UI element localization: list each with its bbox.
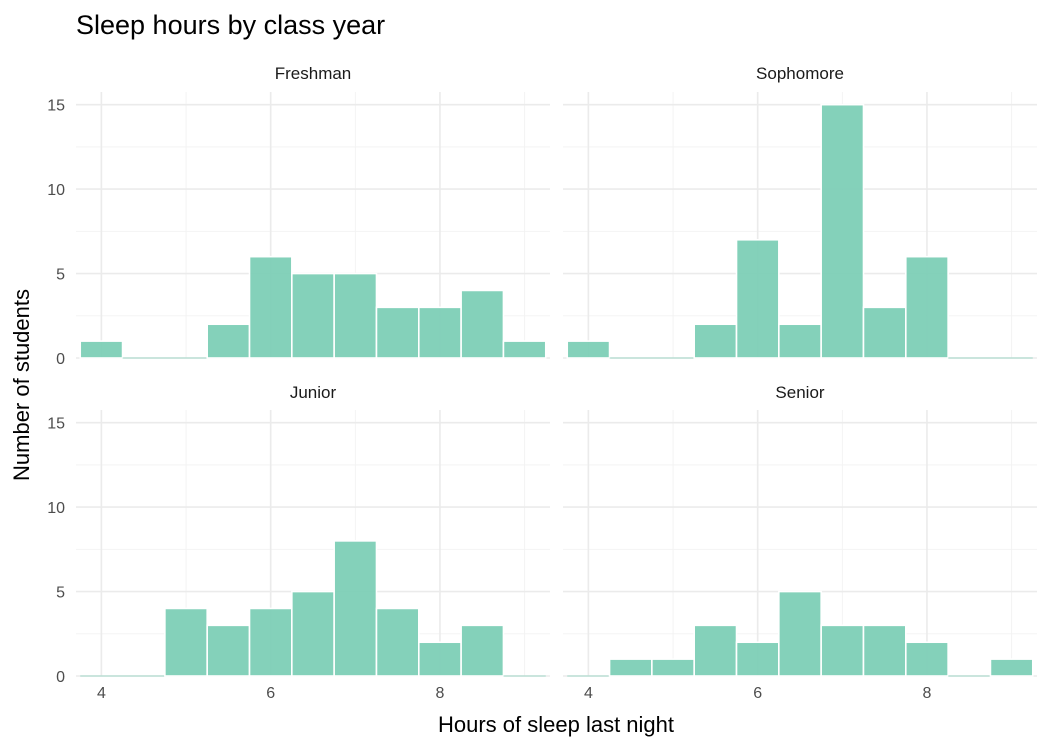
histogram-bar: [206, 323, 251, 359]
histogram-bar: [735, 238, 780, 359]
y-tick-label: 0: [56, 351, 65, 368]
histogram-bar: [608, 658, 653, 677]
histogram-bar: [905, 641, 949, 677]
histogram-bar: [905, 255, 949, 359]
x-axis-title: Hours of sleep last night: [438, 712, 674, 737]
histogram-bar: [566, 340, 611, 359]
histogram-bar: [333, 540, 378, 677]
histogram-bar: [820, 103, 865, 359]
facet-label: Senior: [775, 383, 824, 402]
histogram-bar: [206, 624, 251, 677]
y-tick-label: 10: [47, 500, 65, 517]
histogram-bar: [693, 323, 738, 359]
histogram-bar: [651, 658, 695, 677]
histogram-bar: [778, 323, 822, 359]
y-tick-label: 5: [56, 585, 65, 602]
chart-title: Sleep hours by class year: [76, 10, 385, 40]
facet-panel-sophomore: Sophomore: [563, 64, 1037, 359]
y-tick-label: 0: [56, 669, 65, 686]
histogram-bar: [291, 590, 335, 677]
histogram-bar: [79, 340, 124, 359]
facet-label: Junior: [290, 383, 337, 402]
histogram-bar: [778, 590, 822, 677]
y-tick-label: 15: [47, 416, 65, 433]
histogram-bar: [248, 607, 293, 677]
histogram-bar: [862, 624, 907, 677]
x-tick-label: 8: [436, 685, 445, 702]
histogram-bar: [735, 641, 780, 677]
x-tick-label: 6: [266, 685, 275, 702]
histogram-bar: [460, 289, 505, 359]
facet-label: Freshman: [275, 64, 352, 83]
histogram-bar: [375, 306, 420, 359]
histogram-bar: [333, 272, 378, 359]
y-tick-label: 15: [47, 98, 65, 115]
facet-panel-senior: Senior 4 6 8: [563, 383, 1037, 702]
histogram-bar: [291, 272, 335, 359]
x-tick-label: 6: [753, 685, 762, 702]
histogram-bar: [693, 624, 738, 677]
y-tick-label: 10: [47, 182, 65, 199]
histogram-bar: [502, 340, 547, 359]
x-tick-label: 4: [584, 685, 593, 702]
histogram-bar: [418, 641, 462, 677]
histogram-bar: [460, 624, 505, 677]
histogram-bar: [375, 607, 420, 677]
histogram-bar: [248, 255, 293, 359]
x-tick-label: 8: [923, 685, 932, 702]
facet-panel-junior: Junior 0 5 10 15 4 6 8: [47, 383, 550, 702]
x-tick-label: 4: [97, 685, 106, 702]
facet-label: Sophomore: [756, 64, 844, 83]
histogram-bar: [989, 658, 1034, 677]
y-axis-title: Number of students: [9, 289, 34, 481]
histogram-bar: [862, 306, 907, 359]
histogram-bar: [164, 607, 208, 677]
y-tick-label: 5: [56, 267, 65, 284]
histogram-bar: [418, 306, 462, 359]
histogram-bar: [820, 624, 865, 677]
facet-panel-freshman: Freshman 0 5 10 15: [47, 64, 550, 368]
